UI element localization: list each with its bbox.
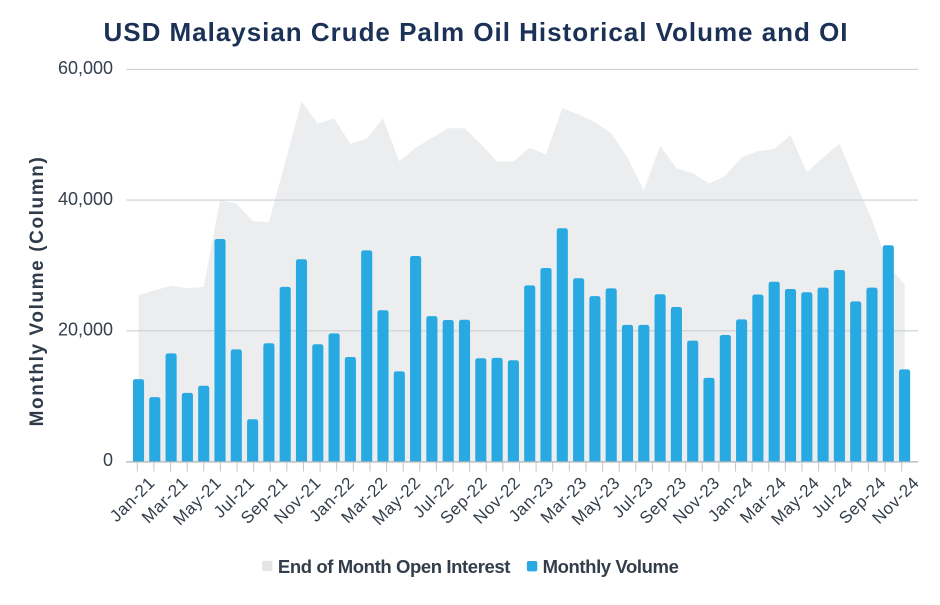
svg-text:Monthly Volume (Column): Monthly Volume (Column) [27, 156, 48, 427]
svg-text:Monthly Volume: Monthly Volume [543, 556, 679, 577]
svg-text:End of Month Open Interest: End of Month Open Interest [278, 556, 510, 577]
svg-text:40,000: 40,000 [58, 189, 113, 209]
svg-text:20,000: 20,000 [58, 320, 113, 340]
svg-text:USD Malaysian Crude Palm Oil H: USD Malaysian Crude Palm Oil Historical … [104, 17, 849, 47]
svg-text:0: 0 [103, 450, 113, 470]
svg-text:60,000: 60,000 [58, 58, 113, 78]
